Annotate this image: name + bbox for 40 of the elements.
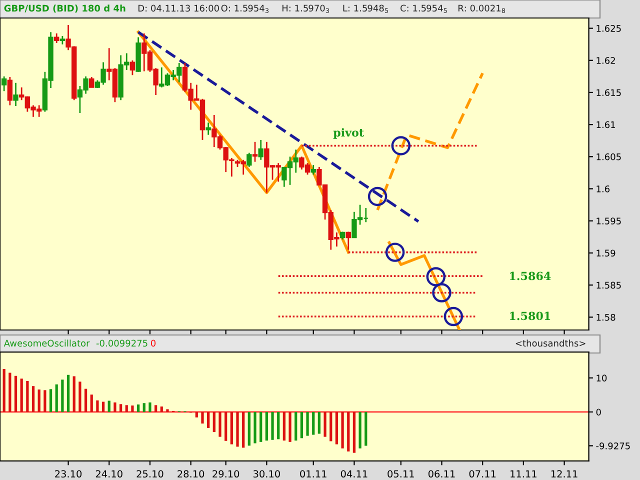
text: AwesomeOscillator: [4, 340, 90, 347]
y-tick-label: 1.61: [596, 121, 616, 128]
y-tick-label: 1.62: [596, 57, 615, 64]
text: 0: [150, 340, 156, 347]
annotation: 1.5864: [510, 272, 551, 280]
x-tick-label: 25.10: [136, 470, 164, 478]
y-tick-label: 1.585: [596, 282, 621, 289]
text: D: 04.11.13 16:00: [138, 4, 219, 12]
x-tick-label: 24.10: [96, 470, 122, 478]
y-tick-label: 10: [596, 374, 607, 382]
y-tick-label: 1.615: [596, 89, 621, 96]
text: -0.0099275: [96, 340, 148, 347]
x-tick-label: 23.10: [55, 470, 82, 478]
text: O: 1.5954$_{3}$: [221, 4, 269, 13]
text: H: 1.5970$_{3}$: [282, 4, 329, 13]
y-tick-label: 1.6: [596, 185, 610, 192]
x-tick-label: 04.11: [340, 470, 368, 478]
x-tick-label: 01.11: [300, 470, 326, 478]
annotation: 1.5801: [510, 312, 550, 320]
y-tick-label: 1.58: [596, 314, 616, 321]
x-tick-label: 06.11: [428, 470, 455, 478]
y-tick-label: -9.9275: [596, 442, 630, 450]
chart-title: GBP/USD (BID) 180 d 4h: [4, 4, 126, 13]
y-tick-label: 0: [596, 408, 601, 416]
text: L: 1.5948$_{5}$: [343, 4, 388, 13]
x-tick-label: 28.10: [178, 470, 204, 478]
y-tick-label: 1.605: [596, 153, 621, 160]
text: <thousandths>: [516, 340, 586, 347]
x-tick-label: 11.11: [510, 470, 536, 478]
y-tick-label: 1.595: [596, 218, 621, 224]
y-tick-label: 1.59: [596, 250, 616, 257]
x-tick-label: 30.10: [254, 470, 280, 478]
x-tick-label: 12.11: [551, 470, 578, 478]
x-tick-label: 07.11: [469, 470, 496, 478]
text: C: 1.5954$_{5}$: [400, 4, 447, 13]
y-tick-label: 1.625: [596, 25, 621, 32]
text: R: 0.0021$_{8}$: [458, 4, 506, 13]
x-tick-label: 29.10: [212, 470, 240, 478]
annotation: pivot: [333, 128, 364, 139]
x-tick-label: 05.11: [388, 470, 414, 478]
